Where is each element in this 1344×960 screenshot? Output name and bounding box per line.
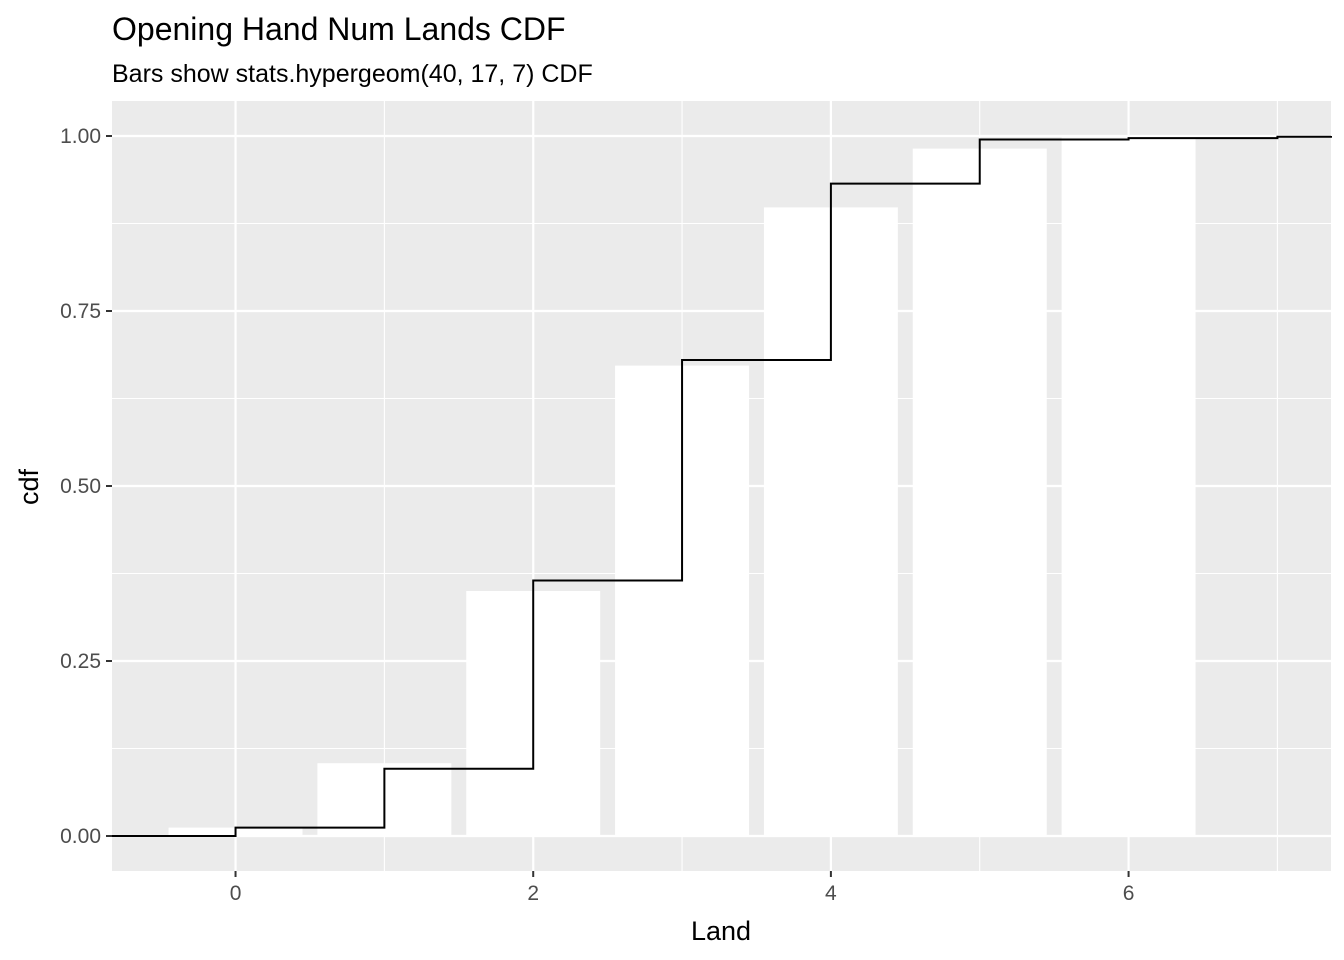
bar-land-5 <box>912 148 1047 837</box>
bar-land-6 <box>1061 137 1196 836</box>
x-tick-label: 6 <box>1123 882 1135 905</box>
cdf-step-line <box>112 135 1332 837</box>
x-tick-label: 4 <box>825 882 837 905</box>
y-axis-title: cdf <box>14 468 44 505</box>
x-tick-label: 0 <box>230 882 242 905</box>
x-axis-title: Land <box>691 916 751 946</box>
y-tick-label: 0.00 <box>60 825 101 848</box>
y-tick-label: 0.75 <box>60 300 101 323</box>
chart-subtitle: Bars show stats.hypergeom(40, 17, 7) CDF <box>112 60 593 88</box>
y-tick-label: 0.25 <box>60 650 101 673</box>
x-tick-label: 2 <box>527 882 539 905</box>
x-axis: 0 2 4 6 <box>230 871 1135 905</box>
y-tick-label: 0.50 <box>60 475 101 498</box>
y-axis: 0.00 0.25 0.50 0.75 1.00 <box>60 125 112 848</box>
y-tick-label: 1.00 <box>60 125 101 148</box>
chart-title: Opening Hand Num Lands CDF <box>112 11 566 47</box>
